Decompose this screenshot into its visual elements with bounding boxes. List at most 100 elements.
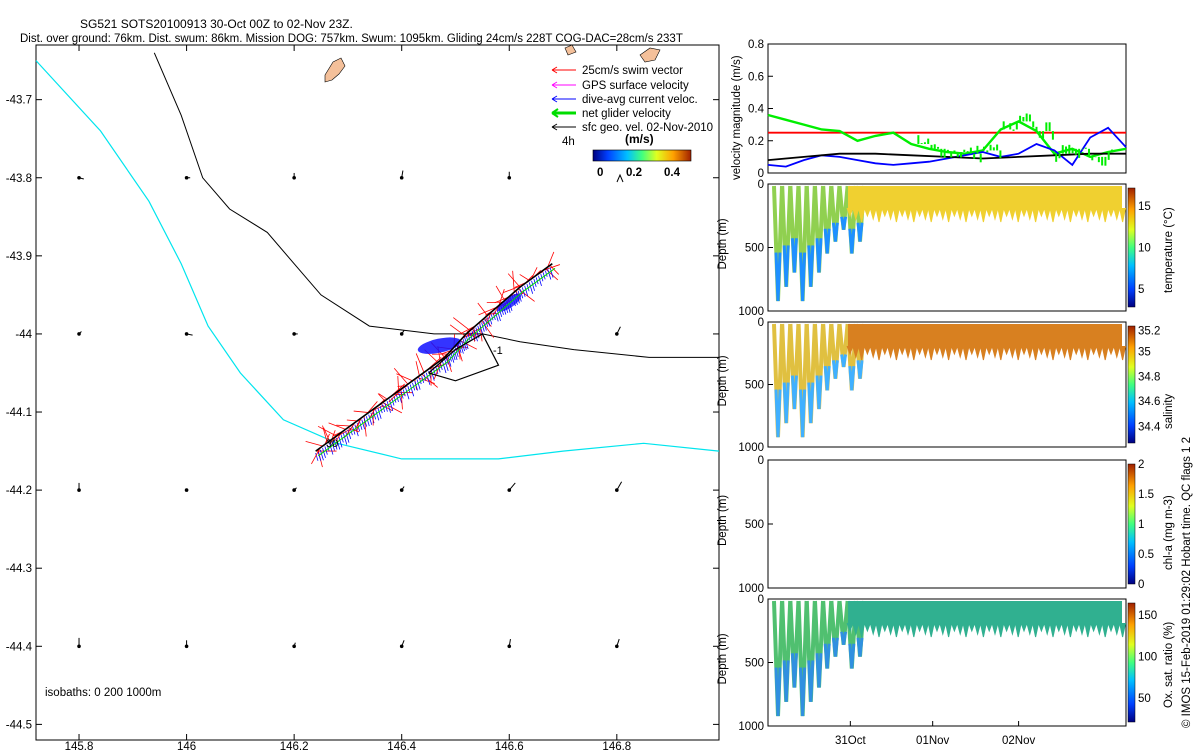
dive-profile-shallow bbox=[881, 622, 889, 633]
land-patch bbox=[564, 44, 577, 56]
dive-profile-shallow bbox=[904, 622, 912, 636]
geo-vector-head bbox=[184, 175, 189, 180]
profile-tick-label: 0 bbox=[758, 317, 764, 329]
profile-colorbar bbox=[1127, 602, 1136, 723]
dive-profile-shallow bbox=[1037, 207, 1045, 218]
dive-profile-shallow bbox=[1101, 207, 1109, 223]
dive-profile-shallow bbox=[1055, 345, 1063, 356]
legend-item: GPS surface velocity bbox=[551, 80, 689, 92]
current-vector bbox=[547, 268, 552, 280]
dive-profile-shallow bbox=[910, 622, 918, 638]
geo-vector-head bbox=[77, 488, 81, 492]
dive-profile-shallow bbox=[1061, 345, 1069, 359]
dive-profile-shallow bbox=[1037, 345, 1045, 356]
dive-profile-shallow bbox=[910, 345, 918, 361]
map-legend: 25cm/s swim vector GPS surface velocity … bbox=[551, 65, 713, 183]
current-vector bbox=[450, 352, 455, 363]
dive-profile-deep bbox=[840, 631, 848, 645]
swim-vector bbox=[346, 419, 358, 422]
current-vector bbox=[407, 386, 411, 393]
dive-profile-shallow bbox=[950, 345, 958, 356]
swim-vector bbox=[547, 251, 555, 268]
current-vector bbox=[393, 396, 397, 403]
dive-profile-shallow bbox=[1055, 207, 1063, 218]
legend-label: 25cm/s swim vector bbox=[582, 65, 683, 77]
dive-profile-shallow bbox=[1084, 345, 1092, 361]
dive-profile-shallow bbox=[968, 622, 976, 633]
dive-profile-shallow bbox=[945, 345, 953, 361]
dive-profile-shallow bbox=[1008, 345, 1016, 359]
profile-colorbar bbox=[1127, 463, 1136, 585]
colorbar-tick-label: 0.5 bbox=[1138, 549, 1154, 561]
dive-profile-shallow bbox=[916, 345, 924, 356]
current-vector bbox=[528, 282, 534, 294]
current-vector bbox=[368, 414, 373, 425]
current-vector bbox=[425, 372, 431, 385]
dive-profile-shallow bbox=[933, 207, 941, 218]
dive-profile-deep bbox=[848, 366, 856, 391]
dive-profile-shallow bbox=[858, 207, 866, 223]
swim-vector bbox=[377, 393, 386, 402]
swim-vector bbox=[453, 317, 471, 331]
current-vector bbox=[363, 417, 368, 427]
dive-profile-shallow bbox=[1014, 622, 1022, 638]
geo-vector-head bbox=[184, 644, 189, 649]
map-layers bbox=[35, 52, 720, 649]
shallow-dives bbox=[848, 324, 1122, 348]
profile-tick-label: 0 bbox=[758, 455, 764, 467]
current-vector bbox=[483, 320, 487, 331]
current-vector bbox=[317, 451, 322, 461]
swim-vector bbox=[393, 393, 406, 396]
y-tick-label: -44.4 bbox=[6, 641, 33, 653]
profile-frame bbox=[767, 459, 1127, 589]
dive-profile-shallow bbox=[974, 622, 982, 636]
dive-profile-shallow bbox=[1107, 622, 1115, 633]
geo-vector-head bbox=[507, 644, 512, 649]
dive-profile-shallow bbox=[1020, 207, 1028, 218]
map-ticks: 145.8 146 146.2 146.4 146.6 146.8 -43.7 -43.8 -4… bbox=[6, 45, 719, 750]
current-vector bbox=[361, 419, 366, 430]
y-tick-label: -43.9 bbox=[6, 251, 32, 263]
current-vector bbox=[473, 329, 478, 342]
legend-item: sfc geo. vel. 02-Nov-2010 bbox=[551, 122, 713, 134]
x-tick-label: 145.8 bbox=[65, 741, 94, 750]
dive-profile-shallow bbox=[1020, 622, 1028, 633]
dive-profile-shallow bbox=[945, 207, 953, 223]
profile-panel: 0 500 1000 Depth (m) 5 10 15 temperature (°C) bbox=[717, 179, 1175, 318]
dive-profile-shallow bbox=[881, 345, 889, 356]
dive-profile-shallow bbox=[1014, 345, 1022, 361]
profile-panel: 0 500 1000 Depth (m) 0 0.5 1 1.5 2 chl-a (mg m-3) bbox=[717, 455, 1175, 595]
track-loop bbox=[428, 333, 500, 382]
geo-vector-head bbox=[399, 644, 404, 649]
swim-vector bbox=[545, 268, 559, 281]
dive-profile-shallow bbox=[927, 345, 935, 361]
dive-profile-deep bbox=[848, 228, 856, 254]
track-end-label: 30 bbox=[326, 438, 338, 450]
dive-profile-shallow bbox=[921, 207, 929, 221]
dive-profile-shallow bbox=[887, 207, 895, 221]
dive-profile-shallow bbox=[1008, 207, 1016, 221]
current-vector bbox=[519, 288, 524, 299]
dive-profile-deep bbox=[799, 389, 807, 438]
dive-profile-shallow bbox=[1026, 622, 1034, 636]
profile-ylabel: Depth (m) bbox=[717, 495, 729, 546]
dive-profile-deep bbox=[823, 643, 831, 669]
dive-profile-shallow bbox=[1095, 207, 1103, 221]
dive-profile-shallow bbox=[956, 207, 964, 221]
colorbar-tick-label: 5 bbox=[1138, 284, 1144, 296]
colorbar-tick-label: 10 bbox=[1138, 243, 1151, 255]
swim-vector bbox=[356, 419, 360, 433]
current-vector bbox=[315, 452, 319, 461]
current-vector bbox=[544, 270, 548, 277]
figure-title: SG521 SOTS20100913 30-Oct 00Z to 02-Nov … bbox=[80, 17, 353, 31]
dive-profile-shallow bbox=[1113, 622, 1121, 636]
dive-profile-shallow bbox=[921, 622, 929, 636]
legend-label: dive-avg current veloc. bbox=[582, 94, 698, 106]
dive-profile-shallow bbox=[950, 622, 958, 633]
dive-profile-shallow bbox=[997, 207, 1005, 223]
dive-profile-deep bbox=[831, 637, 839, 657]
dive-profile-shallow bbox=[933, 622, 941, 633]
arrow-icon bbox=[616, 173, 624, 183]
swim-vector bbox=[396, 373, 413, 382]
dive-profile-shallow bbox=[945, 622, 953, 638]
